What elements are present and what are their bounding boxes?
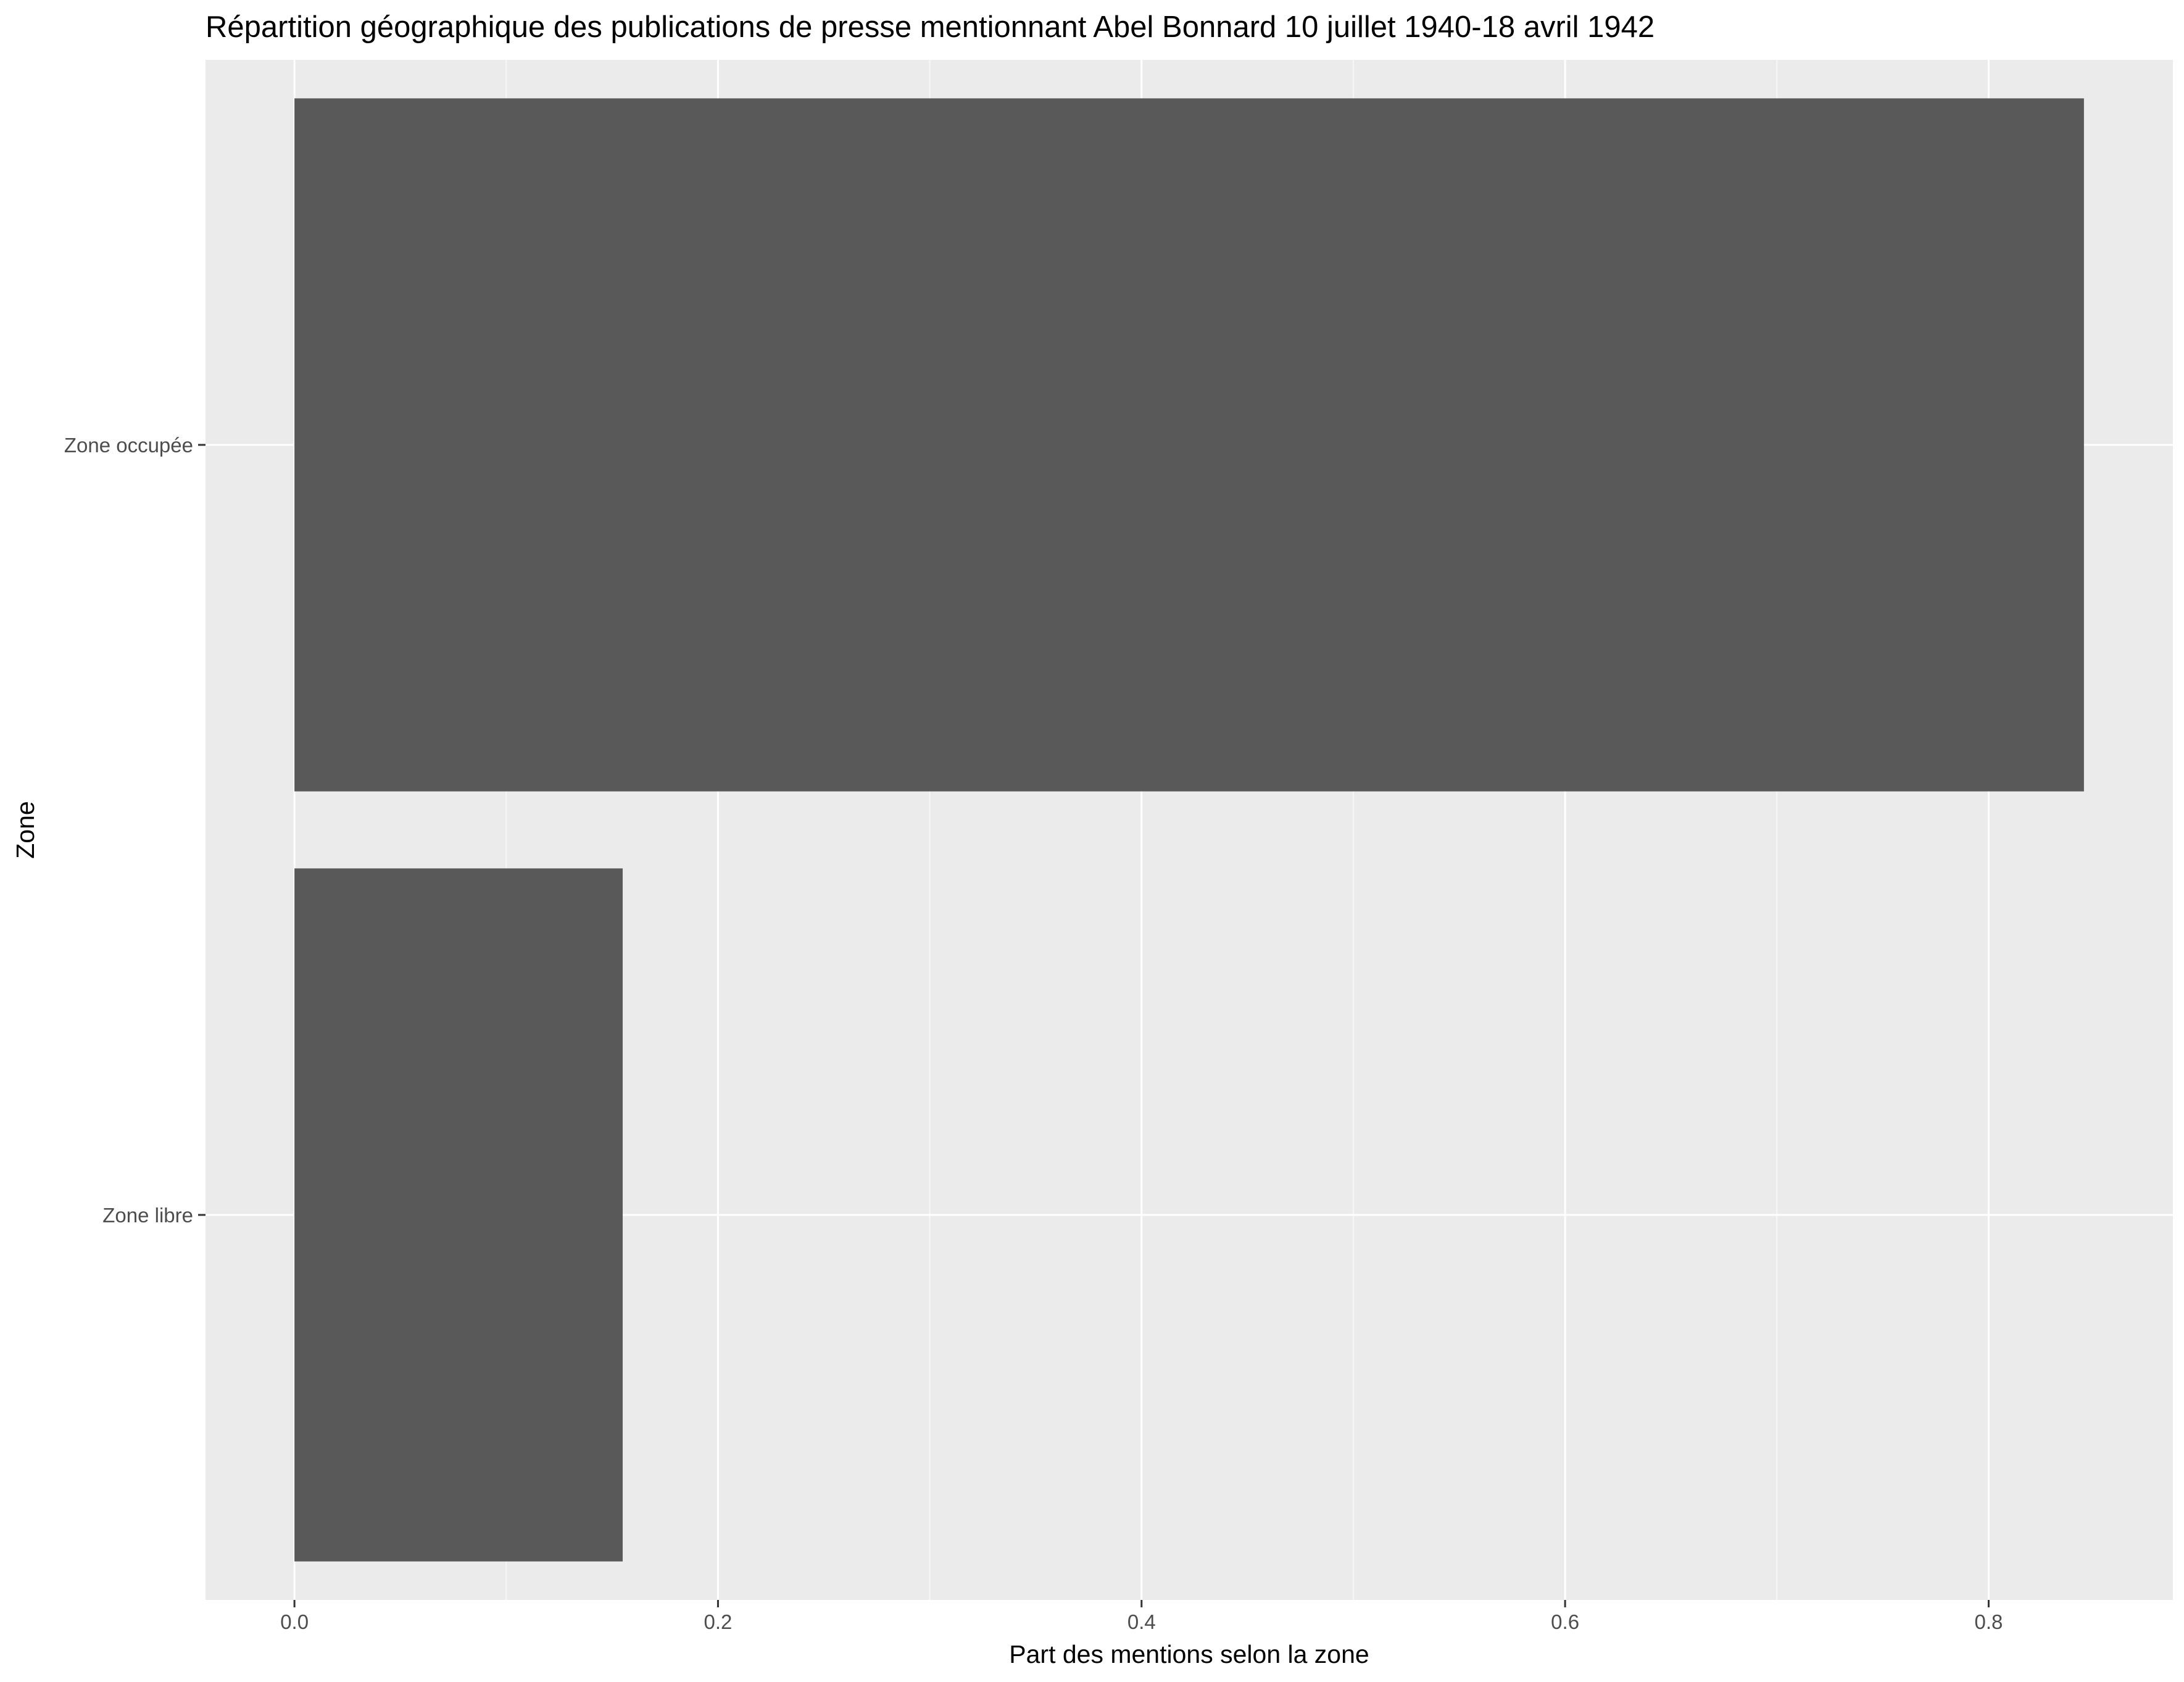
x-tick-label: 0.0 [280, 1610, 309, 1633]
x-axis-title: Part des mentions selon la zone [1009, 1640, 1369, 1668]
y-tick-label: Zone libre [102, 1204, 193, 1227]
chart-title: Répartition géographique des publication… [206, 10, 1655, 44]
y-axis: Zone occupée Zone libre [64, 434, 206, 1227]
y-tick-label: Zone occupée [64, 434, 193, 457]
x-tick-label: 0.2 [704, 1610, 733, 1633]
y-axis-title: Zone [11, 801, 39, 858]
x-tick-label: 0.4 [1127, 1610, 1156, 1633]
bar-zone-libre [294, 868, 623, 1562]
x-tick-label: 0.8 [1975, 1610, 2003, 1633]
x-axis: 0.0 0.2 0.4 0.6 0.8 [280, 1600, 2003, 1633]
bars [294, 98, 2084, 1562]
x-tick-label: 0.6 [1551, 1610, 1579, 1633]
bar-zone-occup-e [294, 98, 2084, 792]
